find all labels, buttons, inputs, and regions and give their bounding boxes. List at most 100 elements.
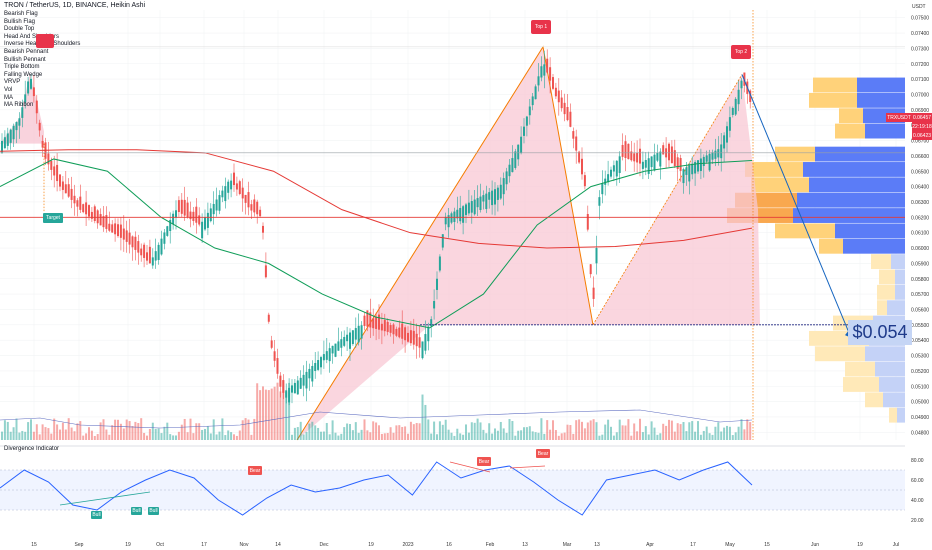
volume-profile-bar	[845, 361, 875, 377]
candle-body	[549, 67, 552, 81]
candle-body	[589, 264, 592, 275]
volume-bar	[383, 433, 386, 440]
volume-bar	[282, 380, 285, 440]
volume-profile-bar	[895, 269, 905, 285]
candle-body	[734, 98, 737, 115]
volume-bar	[630, 435, 633, 440]
candle-body	[218, 195, 221, 211]
candle-body	[554, 87, 557, 97]
volume-bar	[395, 425, 398, 440]
pattern-item[interactable]: VRVP	[4, 79, 21, 86]
x-tick-label: 16	[446, 542, 452, 548]
pattern-item[interactable]: Head And Shoulders	[4, 33, 60, 40]
pattern-item[interactable]: MA	[4, 94, 13, 101]
candle-body	[482, 195, 485, 202]
candle-body	[311, 365, 314, 382]
pattern-item[interactable]: Bearish Pennant	[4, 48, 49, 55]
volume-bar	[601, 434, 604, 440]
volume-bar	[224, 435, 227, 440]
candle-body	[276, 358, 279, 374]
candle-body	[537, 76, 540, 86]
candle-body	[90, 211, 93, 219]
pattern-item[interactable]: Bullish Flag	[4, 18, 36, 25]
volume-bar	[79, 421, 82, 440]
candle-body	[528, 106, 531, 116]
volume-profile-bar	[751, 177, 809, 193]
pattern-item[interactable]: Triple Bottom	[4, 64, 40, 71]
volume-bar	[662, 423, 665, 440]
pattern-item[interactable]: Bullish Pennant	[4, 56, 46, 63]
volume-profile-bar	[891, 254, 905, 270]
candle-body	[694, 161, 697, 174]
volume-bar	[372, 421, 375, 440]
x-tick-label: Mar	[563, 542, 572, 548]
x-tick-label: Sep	[75, 542, 84, 548]
volume-bar	[30, 419, 32, 440]
x-tick-label: Dec	[320, 542, 329, 548]
volume-bar	[169, 434, 172, 440]
volume-bar	[708, 433, 711, 440]
candle-body	[79, 196, 82, 210]
candle-body	[682, 169, 685, 184]
volume-bar	[119, 423, 122, 440]
candle-body	[125, 230, 128, 242]
candle-body	[175, 210, 177, 218]
candle-body	[636, 152, 639, 163]
candle-body	[563, 102, 566, 115]
pattern-item[interactable]: Vol	[4, 86, 13, 93]
volume-bar	[296, 427, 299, 440]
volume-bar	[728, 426, 731, 440]
volume-bar	[691, 421, 694, 440]
candle-body	[668, 143, 670, 161]
candle-body	[215, 199, 218, 211]
volume-bar	[650, 421, 653, 440]
candle-body	[166, 226, 169, 236]
x-tick-label: Jul	[893, 542, 899, 548]
pattern-item[interactable]: Double Top	[4, 26, 35, 33]
candle-body	[517, 144, 520, 160]
candle-body	[598, 197, 601, 206]
candle-body	[157, 244, 160, 260]
pattern-item[interactable]: Falling Wedge	[4, 71, 43, 78]
y-tick-label: 0.05600	[911, 307, 929, 313]
volume-bar	[67, 418, 70, 440]
volume-bar	[670, 420, 673, 440]
candle-body	[76, 200, 79, 207]
volume-bar	[679, 424, 682, 440]
candle-body	[699, 158, 702, 172]
volume-bar	[702, 430, 705, 440]
volume-bar	[160, 433, 163, 440]
candle-body	[656, 152, 659, 161]
candle-body	[102, 216, 105, 228]
bull-label: Bull	[131, 507, 142, 515]
volume-bar	[534, 432, 537, 440]
volume-bar	[44, 427, 47, 440]
candle-body	[70, 188, 73, 200]
candle-body	[238, 181, 241, 194]
pattern-item[interactable]: Bearish Flag	[4, 11, 38, 17]
osc-tick-label: 40.00	[911, 498, 924, 504]
volume-bar	[73, 431, 76, 440]
y-tick-label: 0.05900	[911, 261, 929, 267]
candle-body	[569, 111, 572, 127]
volume-bar	[465, 424, 467, 440]
pattern-item[interactable]: MA Ribbon	[4, 102, 34, 109]
volume-bar	[88, 427, 90, 440]
candle-body	[314, 363, 317, 371]
candle-body	[357, 325, 360, 343]
candle-body	[479, 196, 482, 211]
volume-bar	[32, 431, 35, 440]
volume-bar	[189, 418, 192, 440]
candle-body	[331, 345, 334, 354]
volume-bar	[415, 423, 418, 440]
volume-bar	[540, 418, 543, 440]
volume-bar	[267, 390, 270, 440]
candle-body	[621, 144, 624, 157]
volume-bar	[543, 433, 546, 440]
double-top-pattern	[0, 10, 760, 441]
candle-body	[618, 156, 621, 174]
volume-bar	[418, 423, 421, 440]
candle-body	[328, 348, 331, 362]
y-tick-label: 0.06700	[911, 139, 929, 145]
